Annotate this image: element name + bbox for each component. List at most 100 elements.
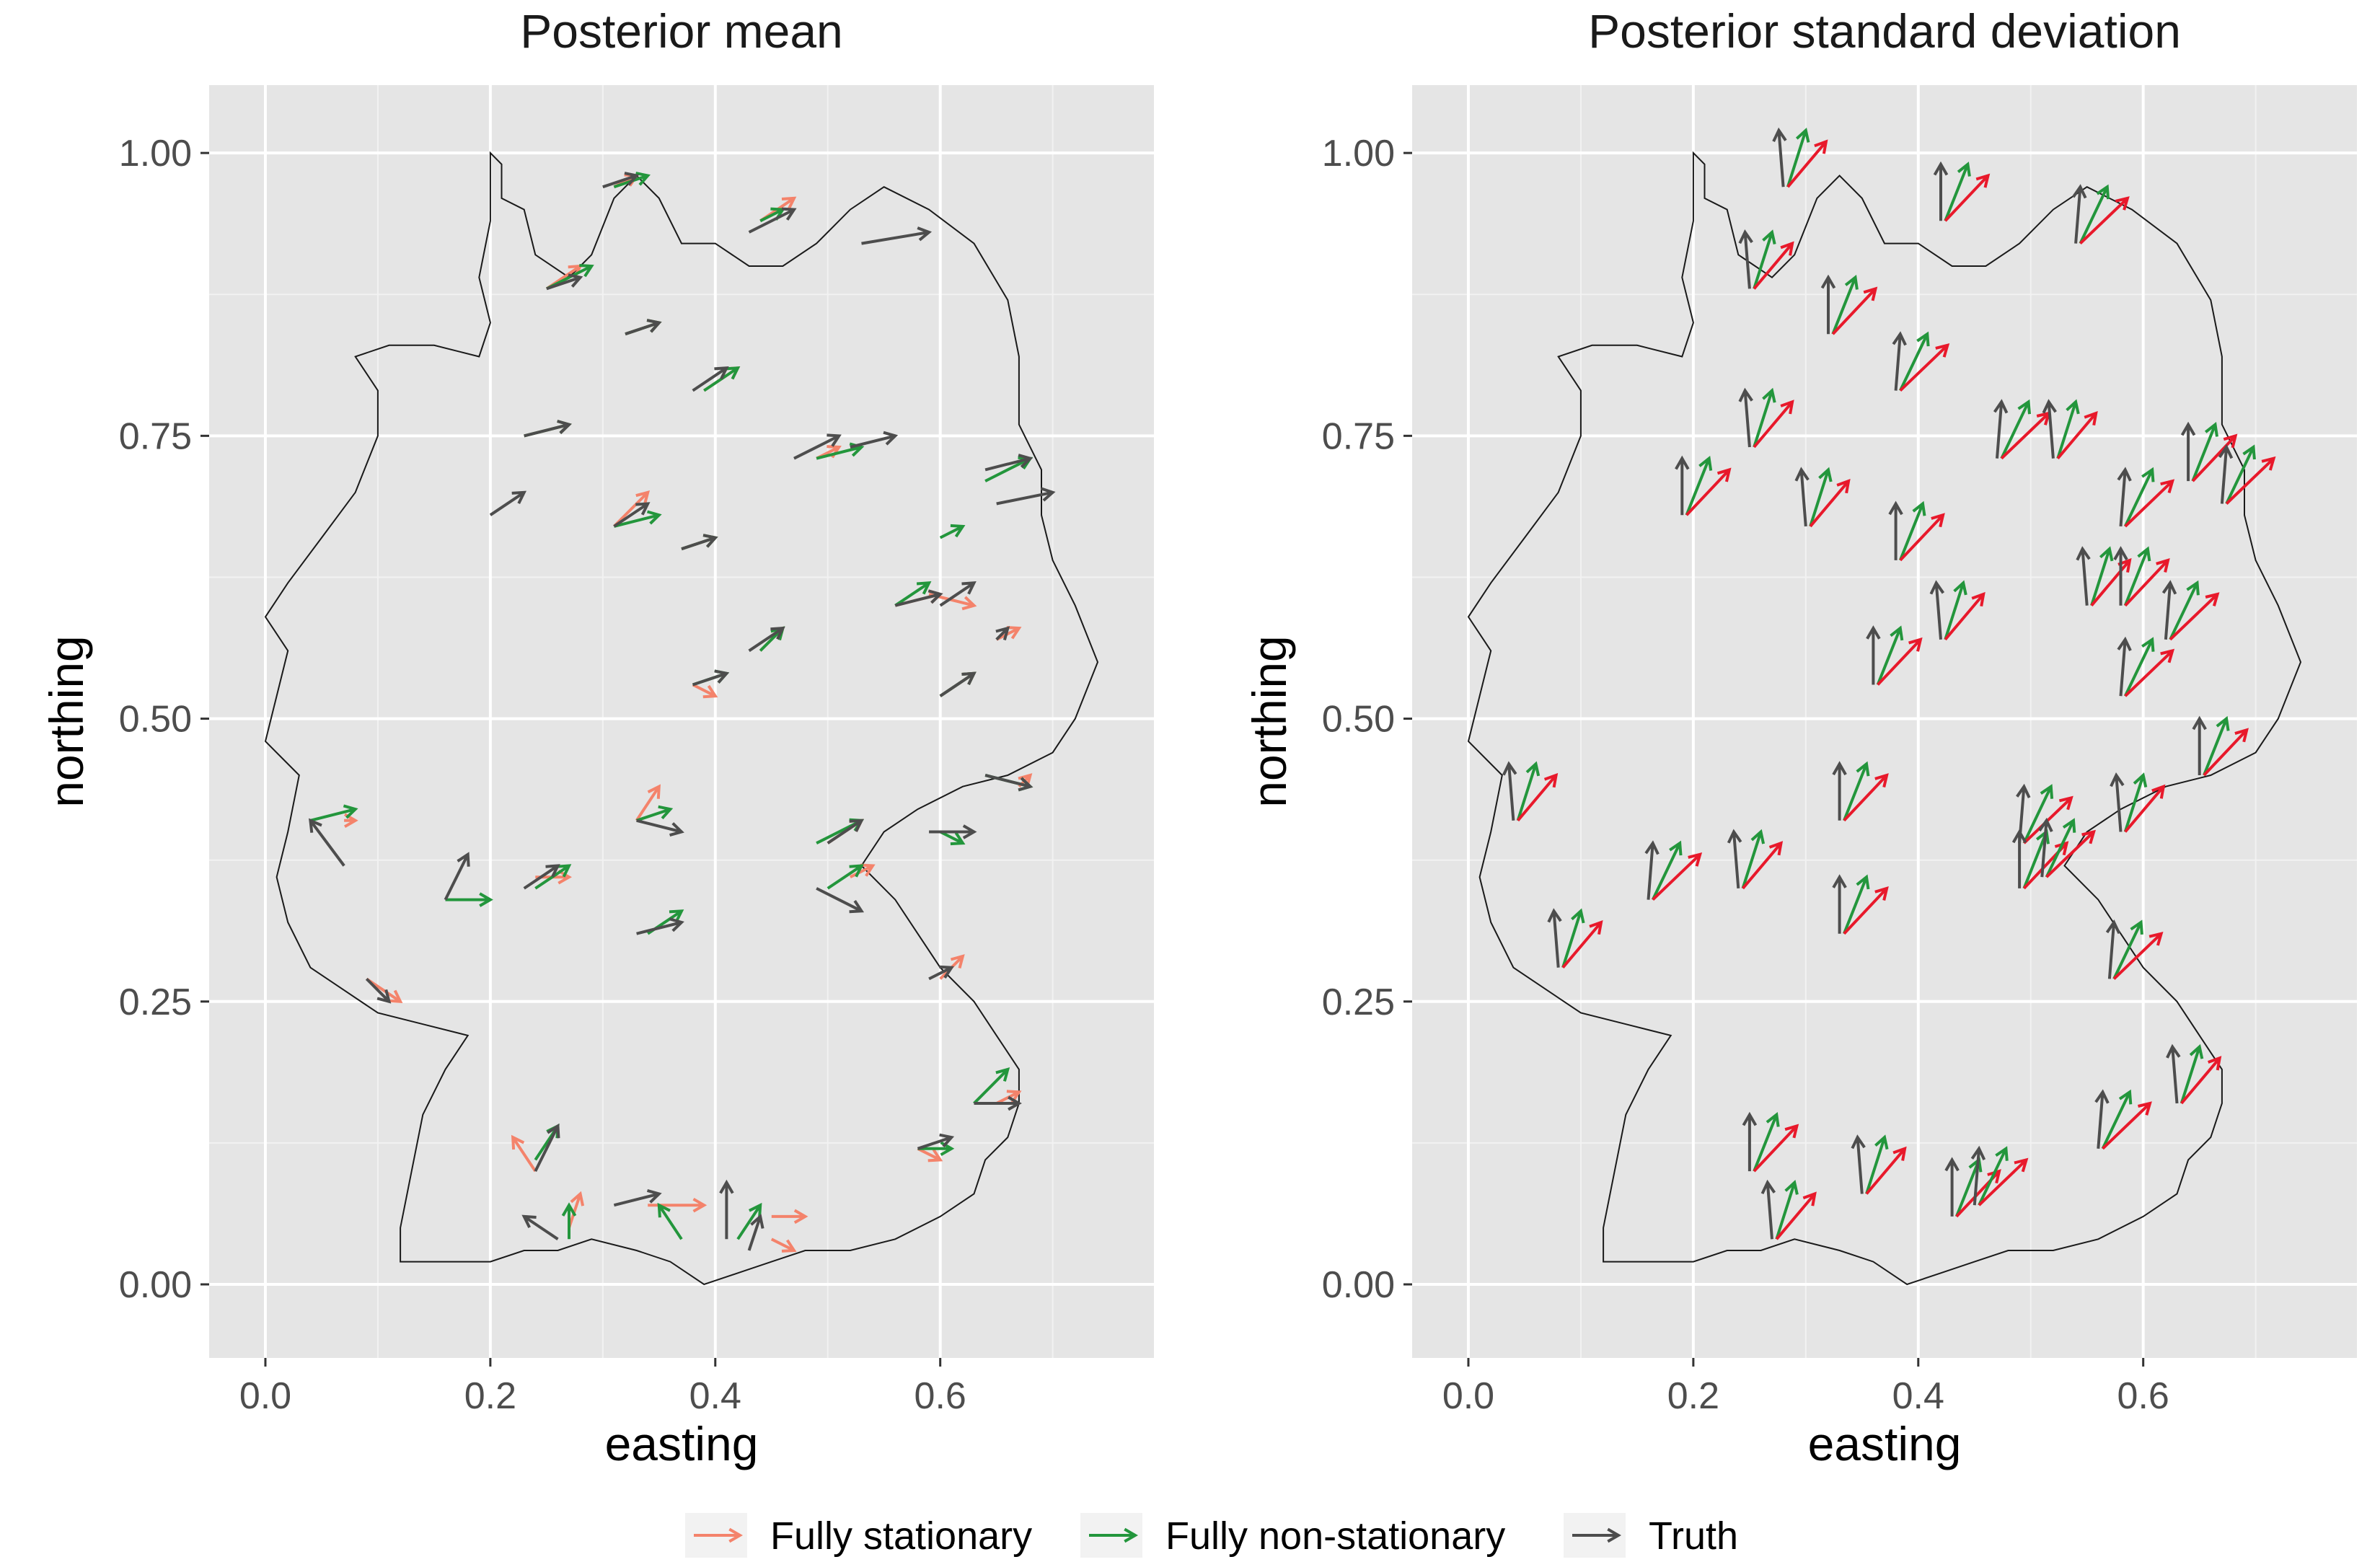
arrow-fully-non-stationary: [1753, 387, 1776, 448]
arrow-truth: [1892, 331, 1907, 391]
arrow-fully-non-stationary: [1561, 908, 1585, 968]
x-tick-label: 0.4: [1892, 1375, 1944, 1417]
arrow-fully-stationary: [2124, 479, 2175, 528]
panel-2: 0.0 0.2 0.4 0.6 0.00 0.25 0.50 0.75 1.00 Posterio…: [1243, 4, 2357, 1470]
arrow-fully-non-stationary: [2022, 784, 2054, 844]
arrow-fully-non-stationary: [309, 804, 358, 822]
arrow-fully-stationary: [995, 1090, 1022, 1105]
arrow-fully-non-stationary: [2123, 772, 2148, 833]
y-tick-label: 0.25: [1322, 981, 1395, 1023]
arrow-truth: [1832, 874, 1847, 934]
arrow-fully-non-stationary: [2203, 715, 2230, 776]
arrow-truth: [1820, 274, 1836, 335]
arrow-fully-non-stationary: [1843, 761, 1870, 821]
arrow-truth: [861, 226, 933, 245]
arrow-truth: [692, 366, 729, 392]
y-tick-label: 0.25: [119, 981, 192, 1023]
panel-title: Posterior standard deviation: [1588, 4, 2181, 58]
germany-border: [264, 151, 1099, 1286]
arrow-fully-stationary: [2124, 557, 2170, 607]
arrow-fully-non-stationary: [2123, 546, 2151, 606]
arrow-truth: [613, 1188, 662, 1207]
arrow-fully-stationary: [612, 490, 651, 528]
arrow-fully-non-stationary: [635, 805, 674, 822]
arrow-fully-non-stationary: [2101, 1089, 2133, 1150]
arrow-truth: [984, 454, 1033, 472]
arrow-fully-stationary: [1685, 467, 1732, 516]
arrow-fully-stationary: [635, 784, 661, 821]
arrow-fully-stationary: [1741, 841, 1784, 890]
arrow-truth: [939, 671, 977, 697]
arrow-fully-stationary: [771, 1209, 808, 1225]
y-axis-title: northing: [40, 635, 93, 808]
y-tick-label: 0.75: [119, 415, 192, 457]
arrow-truth: [523, 864, 560, 890]
arrow-truth: [2072, 184, 2087, 244]
arrow-truth: [489, 490, 527, 516]
arrow-fully-stationary: [1877, 637, 1923, 686]
x-tick-label: 0.6: [2117, 1375, 2169, 1417]
arrow-fully-stationary: [1753, 1124, 1799, 1173]
legend-label: Fully stationary: [770, 1514, 1032, 1558]
arrow-fully-stationary: [1865, 1146, 1907, 1195]
arrow-fully-non-stationary: [561, 1202, 577, 1240]
arrow-truth: [974, 1095, 1022, 1111]
germany-border: [1467, 151, 2302, 1286]
arrow-truth: [365, 977, 392, 1004]
arrow-fully-non-stationary: [973, 1067, 1010, 1105]
arrow-truth: [625, 319, 662, 336]
arrow-fully-non-stationary: [2079, 184, 2110, 244]
arrow-truth: [1727, 829, 1742, 889]
arrow-fully-stationary: [2203, 728, 2249, 777]
arrow-truth: [748, 207, 797, 234]
arrow-truth: [747, 1214, 764, 1251]
arrow-truth: [1675, 455, 1690, 516]
x-tick-label: 0.2: [1667, 1375, 1719, 1417]
arrow-fully-non-stationary: [939, 524, 966, 539]
arrow-fully-non-stationary: [827, 864, 864, 890]
arrow-fully-non-stationary: [2123, 467, 2155, 527]
arrow-truth: [521, 1214, 559, 1240]
arrow-fully-non-stationary: [2000, 399, 2031, 459]
arrow-truth: [850, 431, 899, 449]
arrow-fully-non-stationary: [1651, 840, 1683, 901]
x-tick-label: 0.0: [239, 1375, 291, 1417]
arrow-fully-stationary: [1775, 1191, 1817, 1240]
arrow-fully-stationary: [1899, 343, 1950, 392]
arrow-truth: [995, 626, 1010, 641]
arrow-fully-stationary: [1753, 400, 1794, 449]
arrow-fully-non-stationary: [1843, 874, 1870, 935]
arrow-fully-stationary: [1899, 513, 1945, 562]
arrow-fully-non-stationary: [2056, 399, 2080, 459]
arrow-truth: [2110, 772, 2125, 832]
arrow-truth: [1772, 127, 1787, 187]
y-tick-label: 0.50: [119, 699, 192, 741]
arrow-fully-non-stationary: [1516, 761, 1541, 821]
arrow-fully-non-stationary: [2090, 546, 2114, 606]
arrow-truth: [534, 1123, 560, 1172]
arrow-truth: [2166, 1043, 2181, 1104]
arrow-truth: [2192, 715, 2207, 775]
arrow-truth: [939, 581, 977, 607]
arrow-fully-stationary: [568, 1191, 585, 1229]
arrow-fully-stationary: [2124, 648, 2175, 697]
plot-background: [209, 85, 1154, 1358]
arrow-fully-stationary: [692, 683, 718, 699]
arrow-truth: [2117, 467, 2132, 527]
arrow-fully-stationary: [1561, 919, 1603, 968]
arrow-truth: [1866, 625, 1881, 685]
panel-1: 0.0 0.2 0.4 0.6 0.00 0.25 0.50 0.75 1.00 Posterio…: [40, 4, 1154, 1470]
arrow-truth: [1738, 387, 1753, 448]
arrow-truth: [748, 626, 785, 653]
arrow-truth: [1851, 1134, 1866, 1194]
arrow-truth: [546, 273, 583, 291]
arrow-truth: [1888, 500, 1903, 560]
arrow-fully-non-stationary: [1944, 580, 1967, 640]
arrow-fully-non-stationary: [1865, 1134, 1889, 1195]
arrow-fully-stationary: [2056, 410, 2098, 459]
arrow-truth: [827, 818, 864, 844]
arrow-truth: [929, 824, 977, 839]
arrow-truth: [996, 487, 1056, 506]
arrow-fully-stationary: [1843, 773, 1889, 822]
